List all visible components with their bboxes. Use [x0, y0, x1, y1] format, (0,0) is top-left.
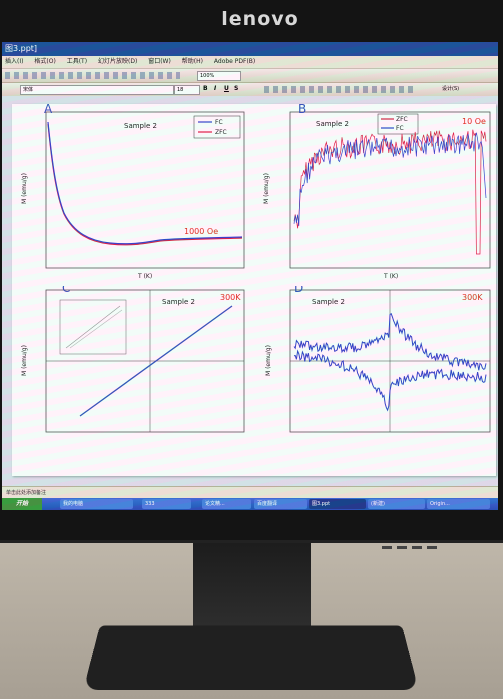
taskbar-item-folder[interactable]: 333 — [142, 499, 191, 509]
slide-workspace: A Sample 2 FC ZFC 1000 Oe M (emu/g) T (K… — [2, 96, 498, 486]
panel-b-zfc-curve — [293, 129, 487, 255]
font-select[interactable]: 宋体 — [20, 85, 174, 95]
taskbar-item-translate[interactable]: 百度翻译 — [254, 499, 307, 509]
panel-d-upper-branch — [293, 312, 487, 371]
notes-bar[interactable]: 单击此处添加备注 — [2, 486, 498, 499]
panel-a: A Sample 2 FC ZFC 1000 Oe M (emu/g) T (K… — [12, 104, 250, 282]
taskbar-item-paper[interactable]: 论文精... — [202, 499, 251, 509]
panel-d-ylabel: M (emu/g) — [265, 345, 272, 376]
monitor-bezel: lenovo 图3.ppt] 插入(I) 格式(O) 工具(T) 幻灯片放映(D… — [0, 0, 503, 549]
panel-d-annotation: 300K — [462, 293, 483, 302]
taskbar-item-my-computer[interactable]: 我的电脑 — [60, 499, 133, 509]
design-button[interactable]: 设计(S) — [442, 86, 460, 92]
monitor-brand-logo: lenovo — [221, 8, 299, 30]
taskbar-item-new[interactable]: (新建) — [368, 499, 425, 509]
menu-format[interactable]: 格式(O) — [34, 58, 56, 65]
slide[interactable]: A Sample 2 FC ZFC 1000 Oe M (emu/g) T (K… — [12, 104, 496, 476]
underline-button[interactable]: U — [224, 85, 229, 92]
panel-a-xlabel: T (K) — [137, 273, 152, 280]
menu-tools[interactable]: 工具(T) — [66, 58, 88, 65]
menu-insert[interactable]: 插入(I) — [5, 58, 24, 65]
standard-toolbar: 100% — [2, 69, 498, 83]
window-title: 图3.ppt] — [2, 42, 498, 56]
monitor-buttons[interactable] — [382, 534, 482, 549]
panel-c-curve — [79, 305, 233, 417]
panel-b-legend-zfc: ZFC — [396, 116, 408, 123]
panel-b: B Sample 2 ZFC FC 10 Oe M (emu/g) T (K) — [254, 104, 496, 282]
bold-button[interactable]: B — [203, 85, 208, 92]
monitor-stand-neck — [193, 540, 311, 630]
zoom-select[interactable]: 100% — [197, 71, 241, 81]
panel-a-annotation: 1000 Oe — [184, 227, 218, 236]
screen: 图3.ppt] 插入(I) 格式(O) 工具(T) 幻灯片放映(D) 窗口(W)… — [2, 42, 498, 510]
panel-a-fc-curve — [47, 121, 243, 245]
panel-b-xlabel: T (K) — [383, 273, 398, 280]
panel-c-letter: C — [62, 286, 70, 295]
panel-a-legend-fc: FC — [215, 119, 223, 126]
format-toolbar: 宋体 18 B I U S 设计(S) — [2, 83, 498, 97]
menu-adobe-pdf[interactable]: Adobe PDF(B) — [213, 58, 256, 65]
panel-a-ylabel: M (emu/g) — [21, 173, 28, 204]
panel-d-letter: D — [294, 286, 303, 295]
panel-b-legend-fc: FC — [396, 125, 404, 132]
panel-b-letter: B — [298, 104, 306, 116]
panel-a-letter: A — [44, 104, 53, 116]
panel-d-lower-branch — [293, 349, 487, 412]
monitor-stand-base — [83, 625, 419, 691]
panel-c-ylabel: M (emu/g) — [21, 345, 28, 376]
panel-b-title: Sample 2 — [316, 120, 349, 128]
taskbar-item-ppt[interactable]: 图3.ppt — [309, 499, 366, 509]
format-toolbar-icons[interactable] — [264, 86, 414, 93]
menu-help[interactable]: 帮助(H) — [181, 58, 203, 65]
menu-slideshow[interactable]: 幻灯片放映(D) — [97, 58, 138, 65]
shadow-button[interactable]: S — [234, 85, 239, 92]
italic-button[interactable]: I — [214, 85, 217, 92]
panel-c-annotation: 300K — [220, 293, 241, 302]
taskbar-item-origin[interactable]: Origin... — [427, 499, 490, 509]
panel-b-annotation: 10 Oe — [462, 117, 486, 126]
panel-b-ylabel: M (emu/g) — [263, 173, 270, 204]
panel-a-title: Sample 2 — [124, 122, 157, 130]
panel-a-legend-zfc: ZFC — [215, 129, 227, 136]
panel-c-title: Sample 2 — [162, 298, 195, 306]
panel-b-fc-curve — [293, 132, 487, 227]
taskbar: 开始 我的电脑 333 论文精... 百度翻译 图3.ppt (新建) Orig… — [2, 498, 498, 510]
panel-d: D Sample 2 300K M (emu/g) — [254, 286, 496, 436]
panel-d-title: Sample 2 — [312, 298, 345, 306]
panel-c: C Sample 2 300K M (emu/g) — [12, 286, 250, 436]
font-size-select[interactable]: 18 — [174, 85, 200, 95]
start-button[interactable]: 开始 — [2, 498, 42, 510]
toolbar-icons[interactable] — [5, 72, 180, 79]
menu-window[interactable]: 窗口(W) — [148, 58, 171, 65]
menu-bar: 插入(I) 格式(O) 工具(T) 幻灯片放映(D) 窗口(W) 帮助(H) A… — [2, 56, 498, 69]
